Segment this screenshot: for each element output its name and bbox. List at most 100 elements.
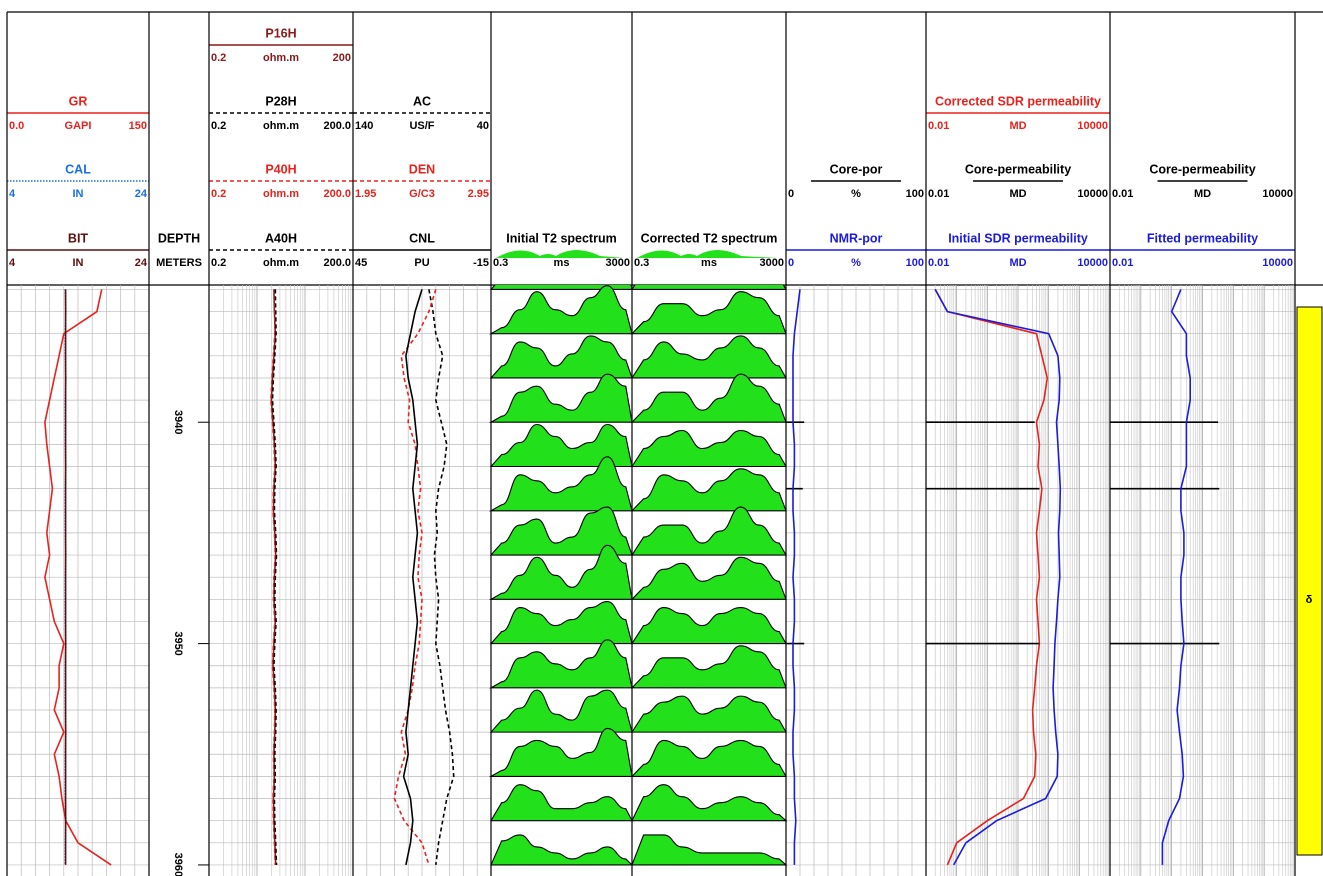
spectrum [489,285,633,290]
scale-unit: ms [554,257,570,269]
log-curve [402,289,423,866]
spectrum [489,506,633,556]
scale-label: 0.2 [211,120,226,132]
scale-label: 4 [9,188,16,200]
scale-label: 0.01 [928,188,949,200]
scale-label: 0 [788,257,794,269]
scale-label: 200.0 [323,188,351,200]
scale-label: 200.0 [323,120,351,132]
log-curve [792,289,801,865]
spectrum [488,373,633,423]
log-curve [271,289,278,865]
spectrum [488,285,633,335]
scale-label: 0.2 [211,52,226,64]
scale-label: 0.3 [634,257,649,269]
scale-label: 0.01 [928,257,949,269]
scale-label: 1.95 [355,188,376,200]
spectrum [489,423,633,468]
spectrum [630,556,787,600]
curve-name: P40H [265,162,296,176]
scale-unit: ohm.m [263,52,299,64]
curve-name: Corrected SDR permeability [935,94,1101,108]
scale-label: 100 [906,257,924,269]
spectrum [631,784,788,822]
curve-name: Core-permeability [1149,162,1255,176]
scale-unit: ohm.m [263,188,299,200]
scale-unit: IN [73,257,84,269]
curve-name: GR [69,94,88,108]
scale-label: 0.2 [211,188,226,200]
log-curve [1161,289,1191,865]
scale-label: 10000 [1077,120,1108,132]
curve-name: Core-por [830,162,883,176]
scale-label: 10000 [1262,257,1293,269]
spectrum [630,695,787,733]
scale-label: 0.0 [9,120,24,132]
spectrum [489,601,633,645]
depth-title: DEPTH [158,231,200,245]
scale-label: 200 [333,52,351,64]
curve-name: CNL [409,231,435,245]
curve-name: P28H [265,94,296,108]
spectrum [630,373,787,423]
spectrum [488,727,633,777]
spectrum [631,834,788,866]
spectrum [630,468,787,512]
spectrum [630,291,787,335]
spectrum [630,285,787,290]
scale-label: 24 [135,257,148,269]
curve-name: Initial SDR permeability [948,231,1088,245]
spectrum [488,544,633,600]
scale-unit: IN [73,188,84,200]
depth-unit: METERS [156,257,202,269]
spectrum [489,335,633,379]
curve-name: P16H [265,26,296,40]
scale-unit: MD [1009,257,1026,269]
plot-area: 3940 3950 3960 [7,285,1295,876]
curve-name: A40H [265,231,297,245]
scale-label: 140 [355,120,373,132]
curve-name: Corrected T2 spectrum [641,231,778,245]
scale-label: 0.01 [1112,188,1133,200]
log-curve [428,289,455,866]
spectrum [630,739,787,777]
scale-label: 10000 [1262,188,1293,200]
curve-name: Initial T2 spectrum [506,231,616,245]
depth-tick-label: 3940 [172,410,184,434]
zone-label: δ [1306,594,1313,606]
curve-name: AC [413,94,431,108]
scale-unit: ohm.m [263,257,299,269]
curve-name: DEN [409,162,435,176]
scale-label: 3000 [606,257,630,269]
spectrum [489,689,633,733]
header-spectrum-icon [637,250,778,258]
log-curve [270,289,277,865]
scale-unit: % [851,188,861,200]
scale-label: -15 [473,257,489,269]
scale-label: 40 [477,120,489,132]
scale-label: 0.01 [928,120,949,132]
log-curve [393,289,437,866]
scale-label: 200.0 [323,257,351,269]
zone [1296,306,1323,856]
scale-unit: ms [701,257,717,269]
spectrum [630,607,787,645]
log-curve [44,289,112,866]
scale-unit: ohm.m [263,120,299,132]
spectrum [630,506,787,556]
curve-name: Fitted permeability [1147,231,1258,245]
scale-unit: GAPI [65,120,92,132]
curve-name: Core-permeability [965,162,1071,176]
scale-label: 10000 [1077,188,1108,200]
scale-unit: MD [1009,120,1026,132]
depth-tick-label: 3950 [172,631,184,655]
scale-unit: MD [1194,188,1211,200]
curve-name: NMR-por [830,231,883,245]
scale-label: 3000 [760,257,784,269]
log-curve [934,289,1049,866]
scale-unit: % [851,257,861,269]
scale-label: 0.01 [1112,257,1133,269]
depth-tick-label: 3960 [172,853,184,876]
scale-label: 150 [129,120,147,132]
